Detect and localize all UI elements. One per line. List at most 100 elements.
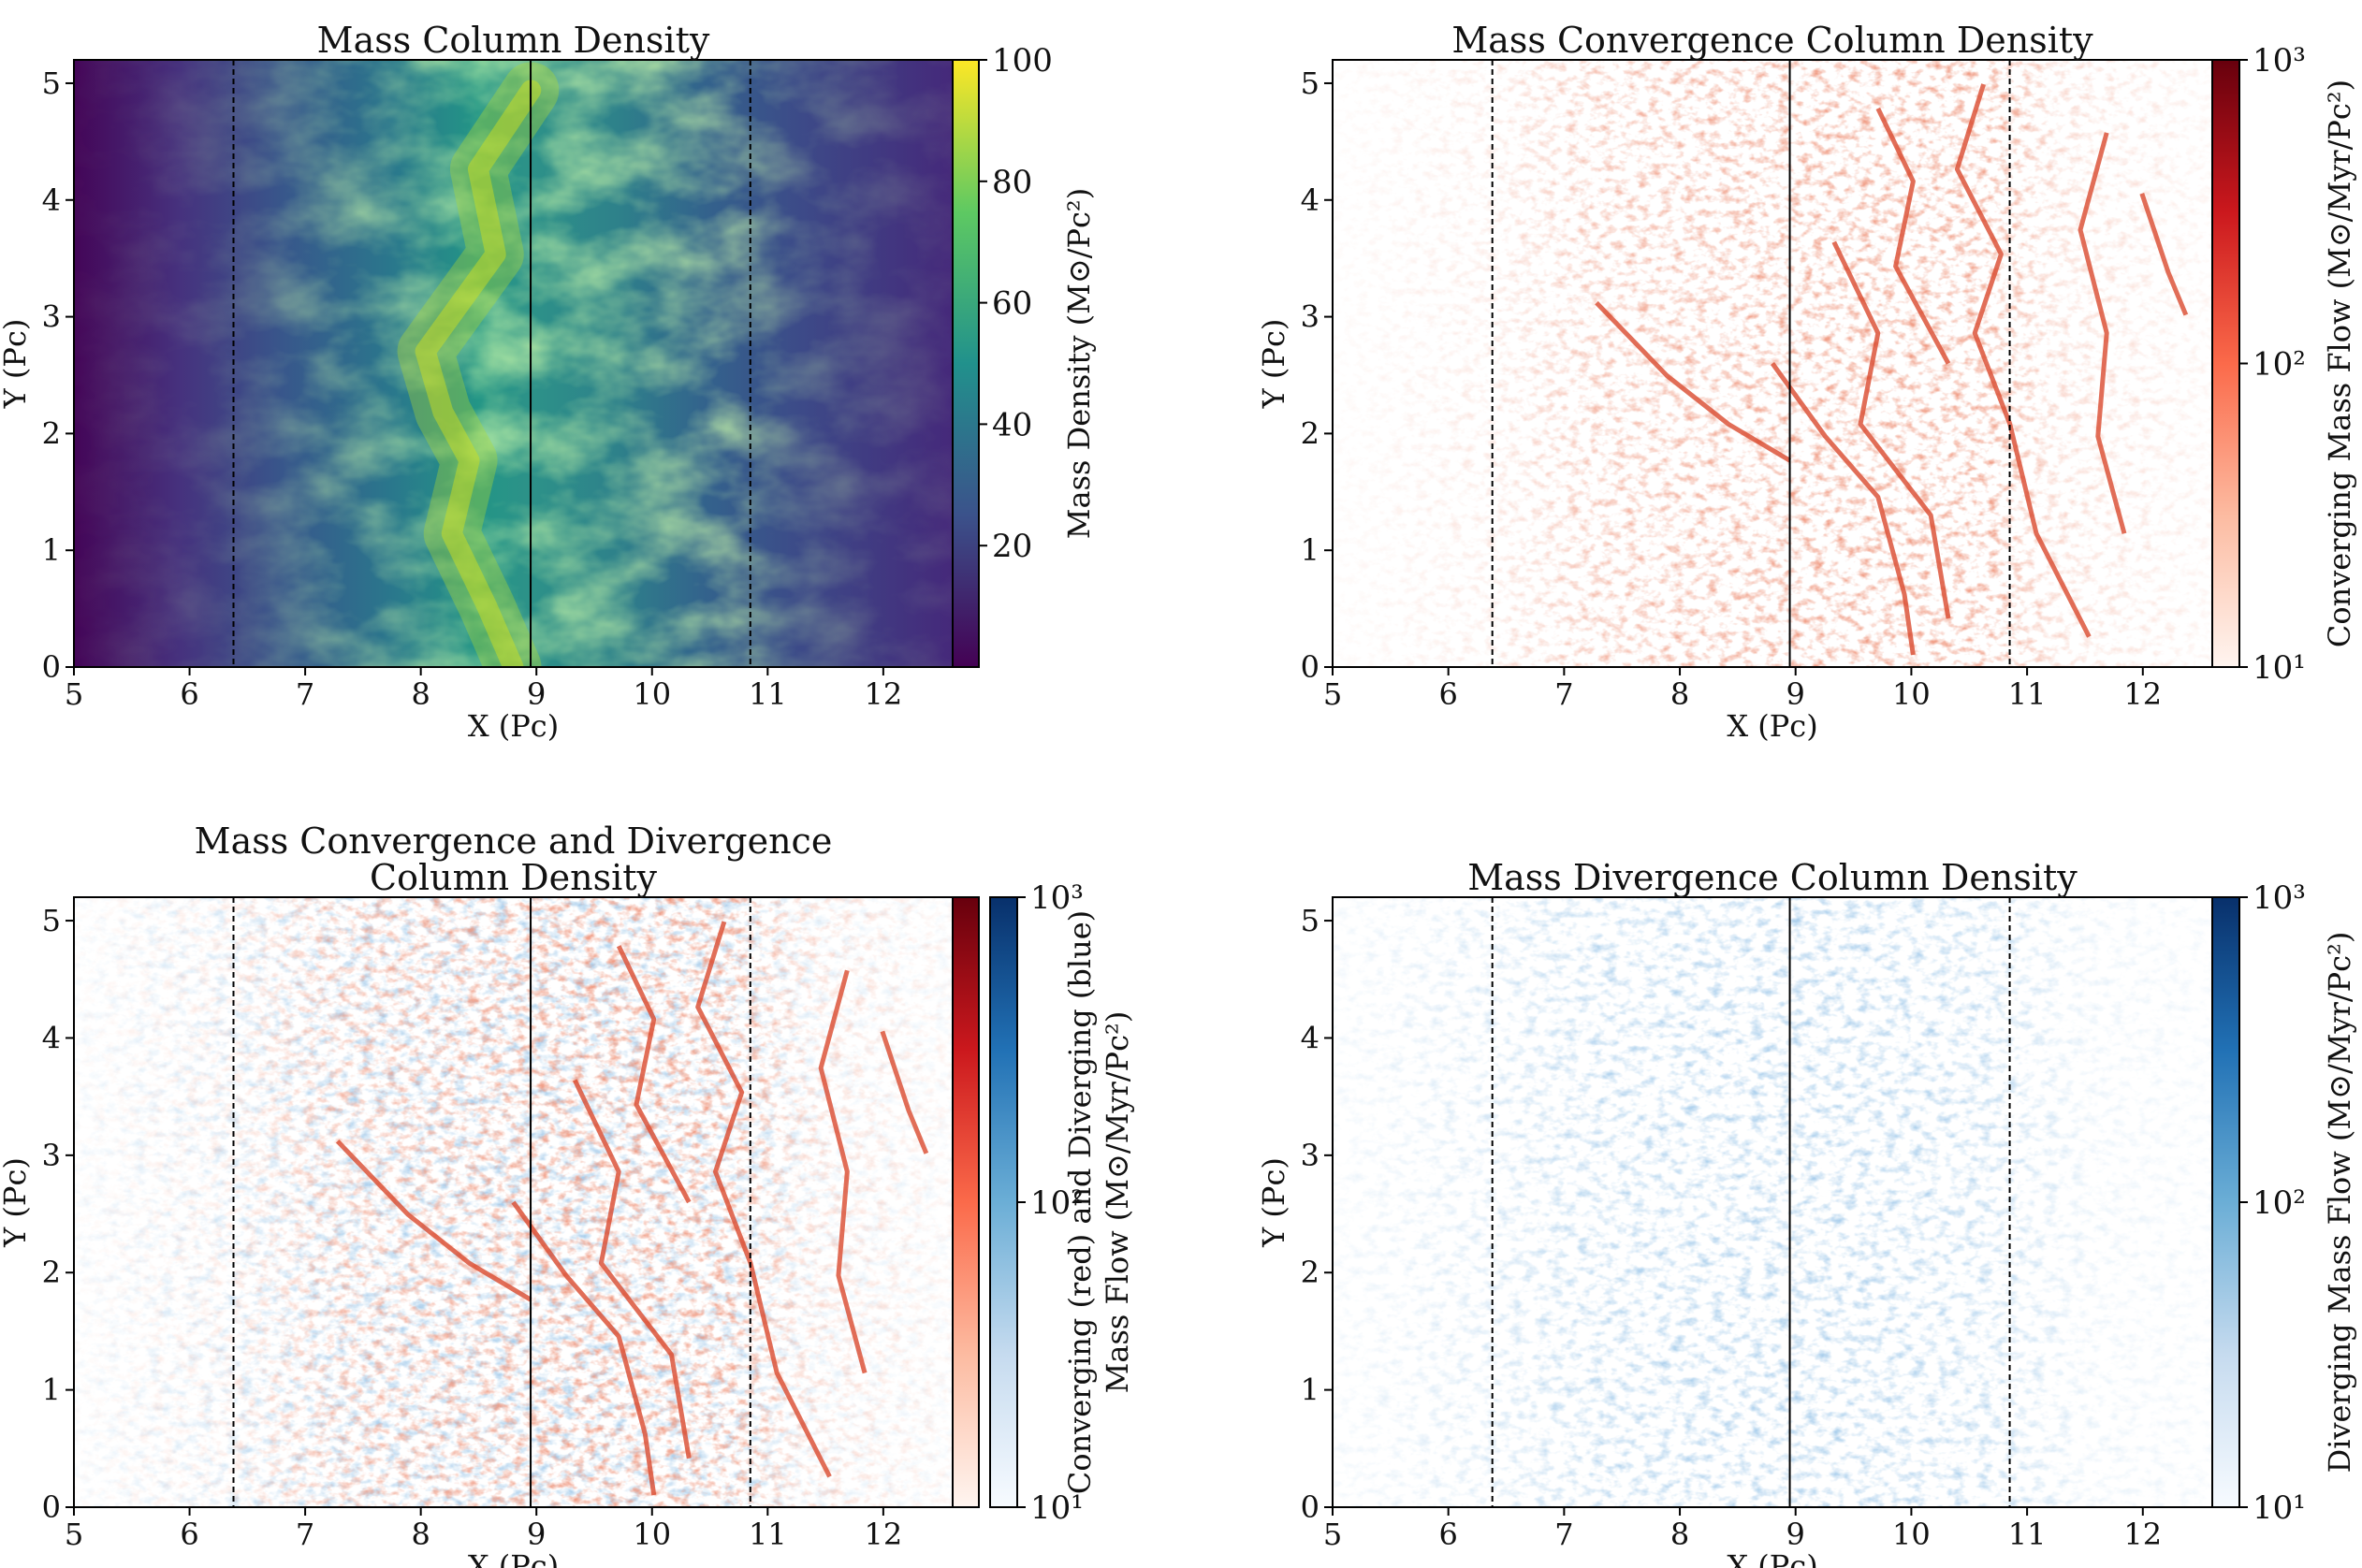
heatmap-texture	[74, 60, 953, 667]
x-tick-label: 8	[1670, 676, 1689, 712]
colorbar-fill	[953, 897, 979, 1507]
colorbar-tick-label: 100	[992, 42, 1053, 80]
colorbar-label: Mass Flow (M⊙/Myr/Pc²)	[1100, 1011, 1135, 1394]
shock-streak	[880, 1030, 929, 1154]
colorbar-tick-label: 10¹	[2253, 1489, 2306, 1527]
x-axis-label: X (Pc)	[1727, 708, 1817, 744]
colorbar-tick-label: 10²	[2253, 346, 2306, 384]
colorbar-label: Diverging Mass Flow (M⊙/Myr/Pc²)	[2322, 932, 2357, 1474]
x-tick-label: 9	[1786, 1517, 1805, 1552]
x-tick-label: 6	[1439, 676, 1458, 712]
colorbar-fill	[2212, 60, 2239, 667]
chart-title: Mass Column Density	[317, 20, 710, 61]
shock-streak	[1954, 83, 2092, 638]
y-axis-label: Y (Pc)	[1256, 1157, 1291, 1248]
x-tick-label: 5	[1323, 676, 1342, 712]
y-tick-label: 2	[1301, 415, 1320, 451]
colorbar-label: Converging (red) and Diverging (blue)	[1062, 910, 1098, 1494]
chart-title: Column Density	[370, 857, 658, 898]
y-axis-label: Y (Pc)	[0, 1157, 33, 1248]
y-tick-label: 5	[42, 65, 61, 101]
x-tick-label: 7	[1554, 1517, 1573, 1552]
shock-streak	[335, 1140, 532, 1302]
filament-core	[415, 80, 542, 667]
x-tick-label: 7	[296, 676, 314, 712]
x-tick-label: 6	[180, 1517, 198, 1552]
y-tick-label: 4	[42, 1020, 61, 1055]
x-tick-label: 10	[633, 1517, 671, 1552]
y-tick-label: 0	[42, 649, 61, 685]
y-tick-label: 3	[42, 299, 61, 335]
x-tick-label: 12	[865, 1517, 903, 1552]
x-tick-label: 8	[1670, 1517, 1689, 1552]
x-tick-label: 11	[2008, 676, 2047, 712]
x-tick-label: 10	[633, 676, 671, 712]
y-axis-label: Y (Pc)	[0, 319, 33, 410]
x-tick-label: 12	[2123, 1517, 2162, 1552]
y-tick-label: 5	[1301, 65, 1320, 101]
colorbar-tick-label: 10³	[2253, 879, 2306, 917]
colorbar-tick-label: 10³	[2253, 42, 2306, 80]
x-tick-label: 5	[1323, 1517, 1342, 1552]
x-tick-label: 11	[749, 676, 787, 712]
y-axis-label: Y (Pc)	[1256, 319, 1291, 410]
y-tick-label: 3	[42, 1138, 61, 1173]
chart-title: Mass Convergence Column Density	[1451, 20, 2093, 61]
x-tick-label: 12	[2123, 676, 2162, 712]
x-axis-label: X (Pc)	[468, 1548, 559, 1568]
y-tick-label: 1	[42, 532, 61, 568]
x-tick-label: 5	[65, 676, 83, 712]
shock-streak	[1831, 240, 1951, 619]
colorbar: 10¹ 10² 10³	[2211, 42, 2306, 687]
colorbar-tick-label: 10²	[2253, 1184, 2306, 1222]
heatmap-field	[74, 60, 953, 667]
colorbar-tick-label: 60	[992, 285, 1032, 323]
x-tick-label: 6	[180, 676, 198, 712]
y-tick-label: 3	[1301, 299, 1320, 335]
shock-streak	[1770, 362, 1916, 656]
shock-streak	[2078, 132, 2127, 534]
colorbar-fill	[953, 60, 979, 667]
colorbar-blue: 10¹ 10² 10³	[989, 879, 1084, 1527]
colorbar-label: Mass Density (M⊙/Pc²)	[1061, 188, 1097, 539]
x-tick-label: 11	[2008, 1517, 2047, 1552]
colorbar-fill	[2212, 897, 2239, 1507]
x-tick-label: 10	[1892, 676, 1931, 712]
colorbar-red	[952, 896, 980, 1508]
colorbar-fill	[990, 897, 1017, 1507]
colorbar-tick-label: 20	[992, 528, 1032, 565]
x-tick-label: 9	[527, 1517, 546, 1552]
shock-streak	[616, 945, 692, 1204]
y-tick-label: 1	[1301, 532, 1320, 568]
x-tick-label: 5	[65, 1517, 83, 1552]
x-tick-label: 8	[411, 1517, 430, 1552]
y-tick-label: 5	[42, 903, 61, 938]
x-tick-label: 9	[1786, 676, 1805, 712]
y-tick-label: 2	[1301, 1255, 1320, 1290]
shock-streak	[1595, 300, 1792, 463]
y-tick-label: 0	[1301, 1489, 1320, 1525]
y-tick-label: 5	[1301, 903, 1320, 938]
y-tick-label: 4	[1301, 1020, 1320, 1055]
y-tick-label: 1	[42, 1372, 61, 1408]
chart-title: Mass Divergence Column Density	[1467, 857, 2078, 898]
y-tick-label: 0	[42, 1489, 61, 1525]
heatmap-field	[74, 897, 953, 1507]
colorbar-tick-label: 40	[992, 406, 1032, 443]
colorbar: 10¹ 10² 10³	[2211, 879, 2306, 1527]
x-tick-label: 7	[296, 1517, 314, 1552]
y-tick-label: 0	[1301, 649, 1320, 685]
heatmap-field	[1333, 60, 2212, 667]
colorbar-tick-label: 80	[992, 164, 1032, 201]
x-axis-label: X (Pc)	[468, 708, 559, 744]
x-tick-label: 8	[411, 676, 430, 712]
heatmap-field	[1333, 897, 2212, 1507]
colorbar-tick-label: 10¹	[1030, 1489, 1084, 1527]
filament-glow	[397, 62, 560, 667]
colorbar-frame	[952, 896, 980, 1508]
y-tick-label: 4	[1301, 182, 1320, 218]
shock-streak	[1875, 107, 1951, 365]
